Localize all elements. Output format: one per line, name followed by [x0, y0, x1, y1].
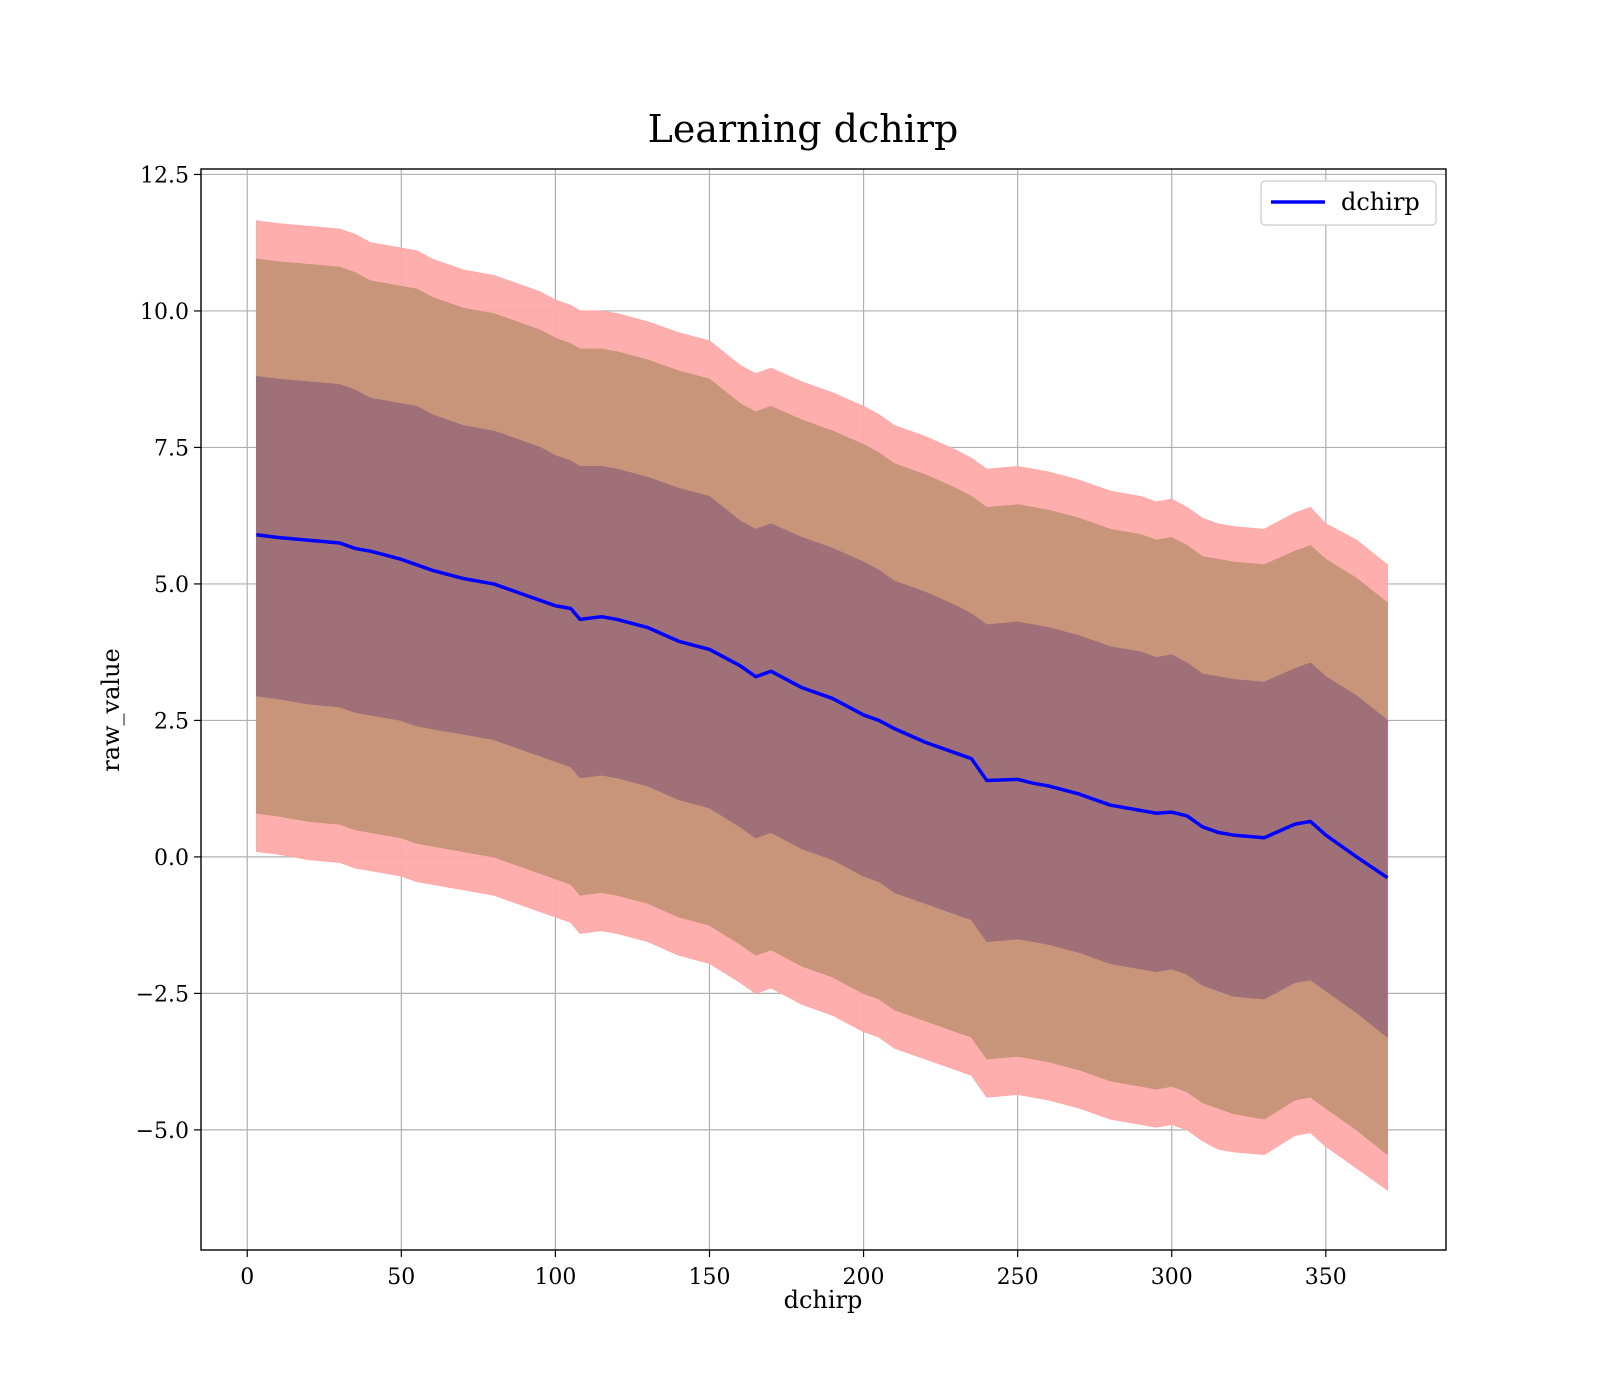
y-tick-label: 0.0: [154, 846, 189, 871]
y-tick-label: 7.5: [154, 436, 189, 461]
x-tick-label: 350: [1305, 1265, 1347, 1290]
y-tick-label: −5.0: [136, 1119, 189, 1144]
chart-title: Learning dchirp: [648, 107, 959, 151]
y-tick-label: 2.5: [154, 709, 189, 734]
y-tick-label: −2.5: [136, 982, 189, 1007]
x-axis-ticks: 0 50 100 150 200 250 300 350: [240, 1250, 1347, 1290]
x-tick-label: 150: [688, 1265, 730, 1290]
x-tick-label: 50: [387, 1265, 415, 1290]
x-tick-label: 100: [534, 1265, 576, 1290]
y-tick-label: 10.0: [140, 300, 189, 325]
band-inner-area: [255, 375, 1388, 1039]
y-tick-label: 5.0: [154, 573, 189, 598]
y-axis-label: raw_value: [97, 648, 125, 772]
plot-frame: [200, 168, 1447, 1251]
x-tick-label: 0: [240, 1265, 254, 1290]
legend: dchirp: [1260, 180, 1437, 226]
series-line-dchirp: [256, 533, 1389, 880]
legend-box: [1260, 180, 1437, 226]
x-tick-label: 250: [997, 1265, 1039, 1290]
legend-label-dchirp: dchirp: [1341, 188, 1420, 216]
x-axis-label: dchirp: [784, 1286, 863, 1314]
x-tick-label: 200: [843, 1265, 885, 1290]
y-axis-ticks: 12.5 10.0 7.5 5.0 2.5 0.0 −2.5 −5.0: [136, 163, 201, 1144]
x-tick-label: 300: [1151, 1265, 1193, 1290]
y-tick-label: 12.5: [140, 163, 189, 188]
band-areas: [255, 220, 1388, 1191]
